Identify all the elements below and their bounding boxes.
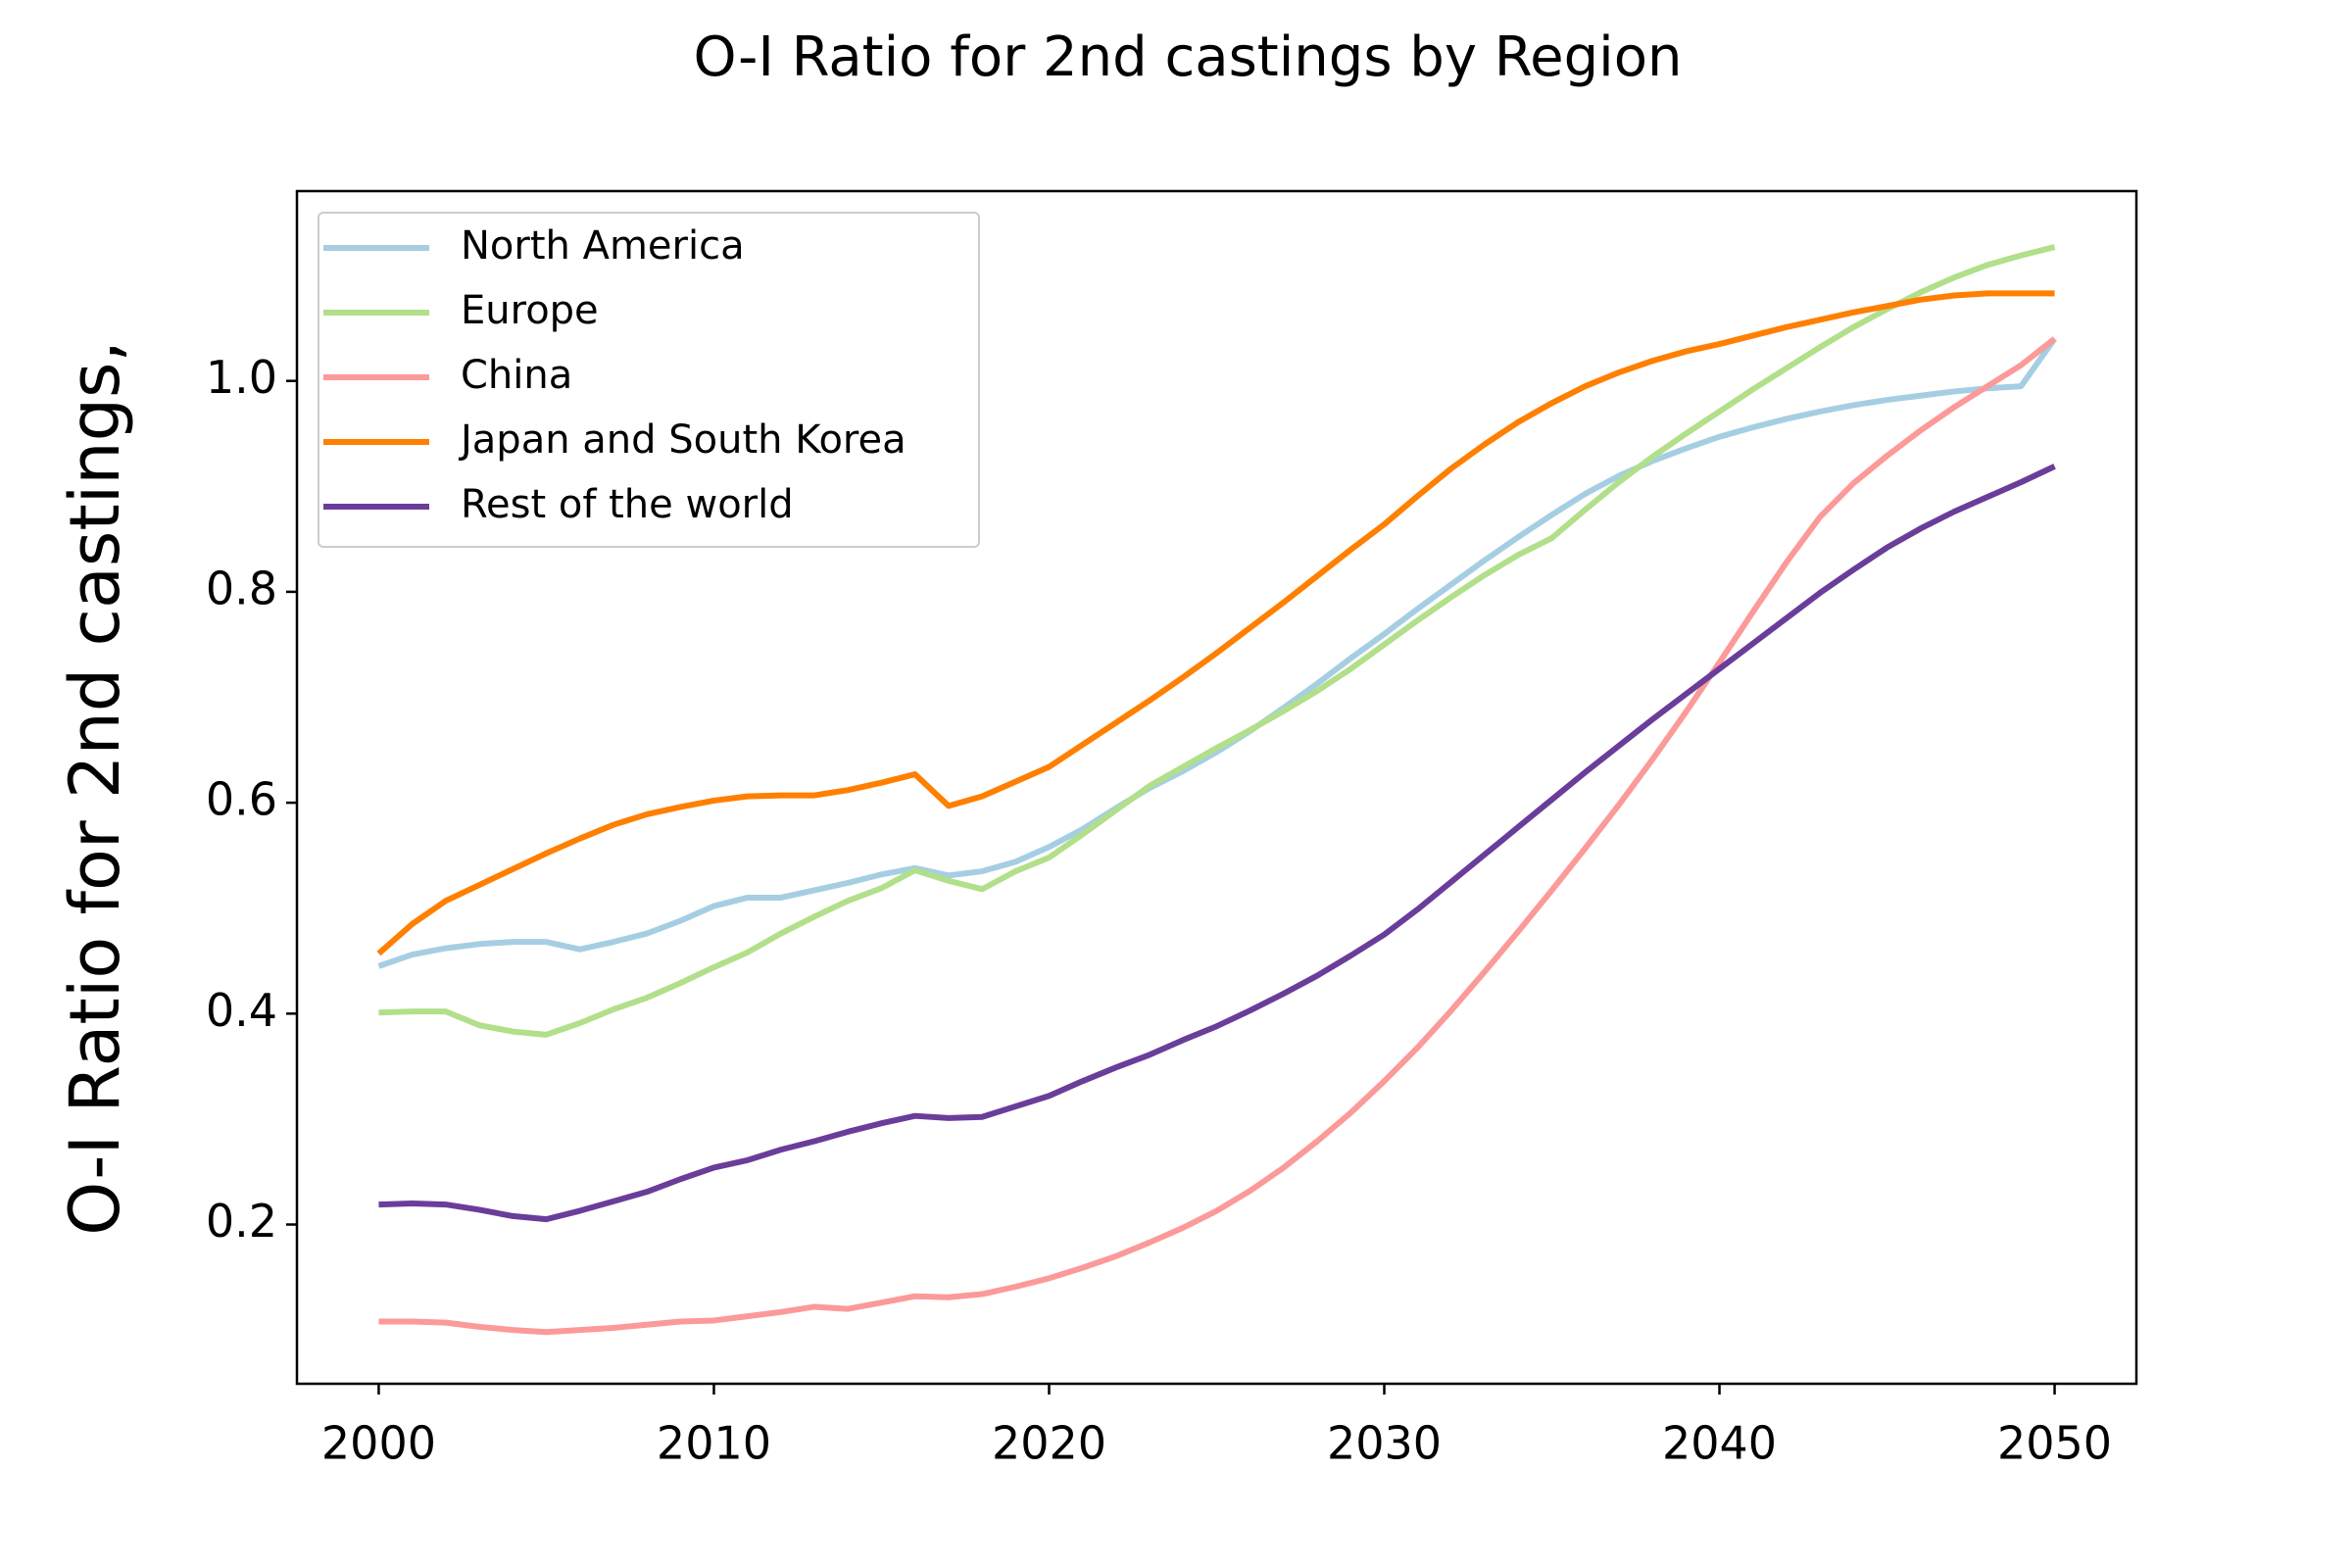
legend-label: Europe (461, 288, 599, 333)
y-axis-label: O-I Ratio for 2nd castings, (55, 340, 135, 1236)
x-tick-label: 2010 (657, 1417, 771, 1470)
x-tick-label: 2050 (1997, 1417, 2112, 1470)
y-tick-label: 1.0 (206, 351, 277, 404)
x-tick-label: 2000 (321, 1417, 436, 1470)
legend-box (318, 212, 980, 548)
series-line (378, 464, 2056, 1223)
y-tick-label: 0.6 (206, 773, 277, 826)
series-line (378, 336, 2057, 1336)
series-line (377, 336, 2058, 969)
x-tick-label: 2040 (1662, 1417, 1777, 1470)
chart-title: O-I Ratio for 2nd castings by Region (693, 25, 1682, 89)
series-line (378, 244, 2056, 1038)
legend-label: Japan and South Korea (458, 417, 906, 463)
x-tick-label: 2030 (1327, 1417, 1442, 1470)
legend-label: Rest of the world (461, 482, 794, 527)
x-tick-label: 2020 (992, 1417, 1106, 1470)
y-tick-label: 0.4 (206, 984, 277, 1037)
series-line (376, 290, 2055, 956)
y-tick-label: 0.8 (206, 562, 277, 614)
legend-label: North America (461, 223, 745, 269)
legend-label: China (461, 353, 572, 398)
plot-frame (295, 189, 2138, 1386)
y-tick-label: 0.2 (206, 1195, 277, 1248)
